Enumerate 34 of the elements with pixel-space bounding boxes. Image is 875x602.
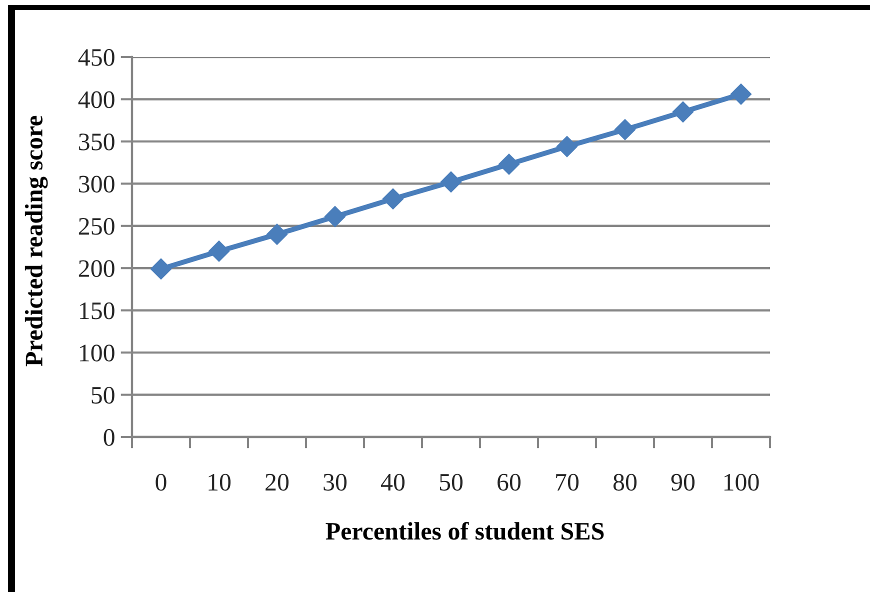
y-tick-label: 250 bbox=[78, 218, 114, 235]
x-tick-label: 20 bbox=[266, 474, 289, 491]
point bbox=[730, 83, 752, 105]
point bbox=[440, 171, 462, 193]
y-tick-label: 0 bbox=[104, 429, 114, 446]
point bbox=[382, 188, 404, 210]
x-axis-title: Percentiles of student SES bbox=[326, 522, 604, 540]
y-tick-label: 200 bbox=[78, 260, 114, 278]
point bbox=[498, 153, 520, 176]
y-tick-label: 150 bbox=[80, 302, 114, 320]
x-tick-label: 40 bbox=[380, 474, 405, 491]
x-tick-label: 10 bbox=[208, 474, 231, 491]
y-tick-label: 100 bbox=[80, 344, 114, 362]
x-tick-label: 50 bbox=[440, 474, 463, 491]
point bbox=[672, 101, 694, 123]
x-tick-label: 80 bbox=[613, 474, 637, 491]
y-tick-label: 450 bbox=[78, 49, 114, 66]
x-tick-label: 30 bbox=[324, 474, 347, 491]
x-tick-label: 60 bbox=[498, 474, 521, 491]
y-tick-label: 50 bbox=[92, 386, 114, 404]
y-tick-label: 300 bbox=[79, 176, 114, 193]
y-tick-label: 400 bbox=[78, 91, 114, 108]
point bbox=[556, 136, 578, 158]
x-tick-label: 90 bbox=[671, 474, 695, 491]
point bbox=[266, 224, 288, 246]
y-tick-label: 350 bbox=[79, 133, 114, 150]
point bbox=[208, 240, 230, 262]
x-tick-label: 100 bbox=[724, 474, 759, 491]
x-tick-label: 70 bbox=[556, 474, 579, 491]
point bbox=[324, 206, 346, 228]
x-tick-label: 0 bbox=[156, 474, 166, 491]
point bbox=[614, 118, 636, 140]
y-axis-title: Predicted reading score bbox=[24, 116, 48, 366]
point bbox=[150, 258, 172, 280]
